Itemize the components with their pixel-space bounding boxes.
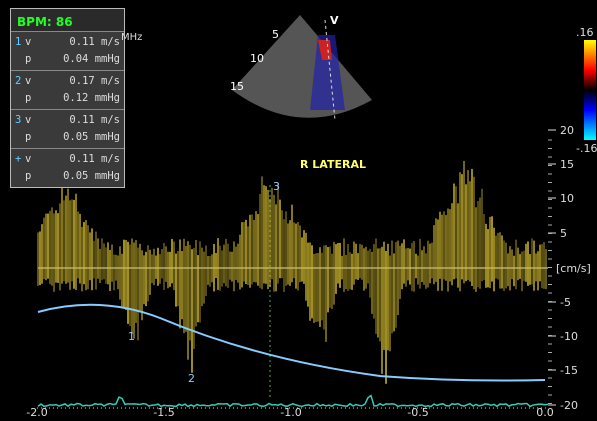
pressure-value: 0.05 mmHg <box>63 168 120 185</box>
scale-label: 20 <box>560 124 574 137</box>
scale-label: -15 <box>560 364 578 377</box>
color-bar-top: .16 <box>576 26 594 39</box>
sector-image <box>232 15 372 118</box>
pressure-key: p <box>15 90 31 107</box>
sector-label: V <box>330 14 339 27</box>
color-bar <box>584 40 596 140</box>
pressure-value: 0.05 mmHg <box>63 129 120 146</box>
velocity-label: v <box>25 114 31 126</box>
time-label: -1.5 <box>153 406 174 419</box>
pressure-key: p <box>15 168 31 185</box>
pressure-line: p 0.04 mmHg <box>15 51 120 68</box>
marker: + <box>15 151 25 168</box>
pressure-label: p <box>25 53 31 65</box>
velocity-label: v <box>25 75 31 87</box>
color-bar-bottom: -.16 <box>576 142 597 155</box>
marker: 1 <box>15 34 25 51</box>
marker: 3 <box>15 112 25 129</box>
ultrasound-screen: V 5 10 15 .16 -.16 R LATERAL 1 2 3 20151… <box>0 0 597 421</box>
pressure-line: p 0.05 mmHg <box>15 168 120 185</box>
measurement-row: +v 0.11 m/s p 0.05 mmHg <box>11 148 124 187</box>
scale-unit: [cm/s] <box>556 262 591 275</box>
scale-label: -20 <box>560 399 578 412</box>
pressure-label: p <box>25 92 31 104</box>
velocity-label: v <box>25 36 31 48</box>
pressure-line: p 0.05 mmHg <box>15 129 120 146</box>
velocity-key: +v <box>15 151 31 168</box>
velocity-value: 0.11 m/s <box>69 34 120 51</box>
velocity-value: 0.11 m/s <box>69 112 120 129</box>
pressure-label: p <box>25 131 31 143</box>
panel-header: BPM: 86 <box>11 9 124 31</box>
ecg-trace <box>38 396 548 407</box>
velocity-value: 0.17 m/s <box>69 73 120 90</box>
frequency-unit: MHz <box>121 32 142 43</box>
view-label: R LATERAL <box>300 158 366 171</box>
time-label: -1.0 <box>280 406 301 419</box>
scale-label: 5 <box>560 227 567 240</box>
cursor-label: 3 <box>273 180 280 193</box>
marker: 2 <box>15 73 25 90</box>
pressure-line: p 0.12 mmHg <box>15 90 120 107</box>
scale-label: -10 <box>560 330 578 343</box>
velocity-label: v <box>25 153 31 165</box>
scale-label: -5 <box>560 296 571 309</box>
pressure-value: 0.12 mmHg <box>63 90 120 107</box>
cursor-label: 2 <box>188 372 195 385</box>
pressure-value: 0.04 mmHg <box>63 51 120 68</box>
velocity-value: 0.11 m/s <box>69 151 120 168</box>
bpm: BPM: 86 <box>17 15 73 29</box>
pressure-key: p <box>15 51 31 68</box>
depth-label: 15 <box>230 80 244 93</box>
cursor-label: 1 <box>128 330 135 343</box>
depth-label: 10 <box>250 52 264 65</box>
velocity-line: +v 0.11 m/s <box>15 151 120 168</box>
scale-label: 10 <box>560 192 574 205</box>
pressure-key: p <box>15 129 31 146</box>
scale-label: 15 <box>560 158 574 171</box>
pressure-label: p <box>25 170 31 182</box>
respiration-trace <box>38 305 545 381</box>
depth-label: 5 <box>272 28 279 41</box>
